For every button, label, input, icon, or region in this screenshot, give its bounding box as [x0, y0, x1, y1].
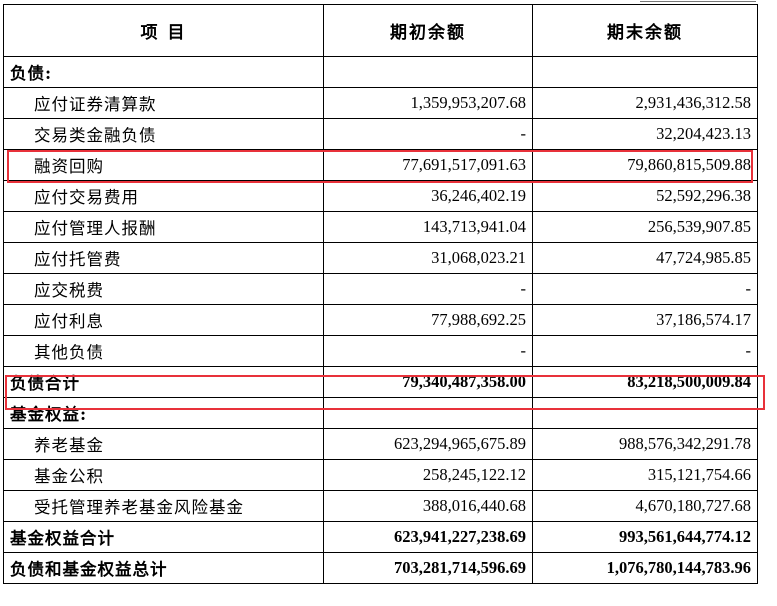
row-label: 应付管理人报酬	[3, 211, 324, 243]
table-row: 应付管理人报酬 143,713,941.04 256,539,907.85	[3, 211, 758, 243]
row-label: 其他负债	[3, 335, 324, 367]
row-end: 83,218,500,009.84	[532, 366, 758, 398]
cropped-header-remnant	[640, 0, 756, 4]
row-label: 负债和基金权益总计	[3, 552, 324, 584]
row-begin: 258,245,122.12	[323, 459, 533, 491]
table-row: 基金权益:	[3, 397, 758, 429]
row-label: 养老基金	[3, 428, 324, 460]
row-begin: 388,016,440.68	[323, 490, 533, 522]
row-begin: 36,246,402.19	[323, 180, 533, 212]
row-begin	[323, 397, 533, 429]
table-row: 其他负债 - -	[3, 335, 758, 367]
table-row: 负债:	[3, 56, 758, 88]
table-row: 应付利息 77,988,692.25 37,186,574.17	[3, 304, 758, 336]
row-label: 基金公积	[3, 459, 324, 491]
table-row: 基金公积 258,245,122.12 315,121,754.66	[3, 459, 758, 491]
row-label: 应交税费	[3, 273, 324, 305]
header-begin-balance: 期初余额	[323, 4, 533, 57]
table-row: 应付托管费 31,068,023.21 47,724,985.85	[3, 242, 758, 274]
table-row: 交易类金融负债 - 32,204,423.13	[3, 118, 758, 150]
table-row: 受托管理养老基金风险基金 388,016,440.68 4,670,180,72…	[3, 490, 758, 522]
row-begin: -	[323, 273, 533, 305]
row-end	[532, 397, 758, 429]
row-label: 基金权益:	[3, 397, 324, 429]
row-begin: 703,281,714,596.69	[323, 552, 533, 584]
row-label: 应付证券清算款	[3, 87, 324, 119]
row-end: -	[532, 273, 758, 305]
row-end: 52,592,296.38	[532, 180, 758, 212]
row-begin: 77,988,692.25	[323, 304, 533, 336]
table-row: 养老基金 623,294,965,675.89 988,576,342,291.…	[3, 428, 758, 460]
row-begin	[323, 56, 533, 88]
row-begin: -	[323, 118, 533, 150]
row-begin: 143,713,941.04	[323, 211, 533, 243]
row-begin: 623,294,965,675.89	[323, 428, 533, 460]
table-row-total: 基金权益合计 623,941,227,238.69 993,561,644,77…	[3, 521, 758, 553]
row-end: 37,186,574.17	[532, 304, 758, 336]
row-end: 993,561,644,774.12	[532, 521, 758, 553]
row-label: 应付利息	[3, 304, 324, 336]
table-row: 融资回购 77,691,517,091.63 79,860,815,509.88	[3, 149, 758, 181]
row-label: 受托管理养老基金风险基金	[3, 490, 324, 522]
row-label: 应付交易费用	[3, 180, 324, 212]
row-label: 负债:	[3, 56, 324, 88]
row-end: 4,670,180,727.68	[532, 490, 758, 522]
row-end: 47,724,985.85	[532, 242, 758, 274]
row-end: 256,539,907.85	[532, 211, 758, 243]
row-begin: 1,359,953,207.68	[323, 87, 533, 119]
table-row-total: 负债合计 79,340,487,358.00 83,218,500,009.84	[3, 366, 758, 398]
row-begin: 31,068,023.21	[323, 242, 533, 274]
row-begin: 77,691,517,091.63	[323, 149, 533, 181]
table-row: 应交税费 - -	[3, 273, 758, 305]
row-end: 315,121,754.66	[532, 459, 758, 491]
header-end-balance: 期末余额	[532, 4, 758, 57]
balance-table: 项 目 期初余额 期末余额 负债: 应付证券清算款 1,359,953,207.…	[3, 4, 758, 584]
row-end	[532, 56, 758, 88]
row-label: 负债合计	[3, 366, 324, 398]
row-end: 988,576,342,291.78	[532, 428, 758, 460]
table-row: 应付证券清算款 1,359,953,207.68 2,931,436,312.5…	[3, 87, 758, 119]
row-label: 基金权益合计	[3, 521, 324, 553]
row-end: -	[532, 335, 758, 367]
row-end: 2,931,436,312.58	[532, 87, 758, 119]
table-row: 应付交易费用 36,246,402.19 52,592,296.38	[3, 180, 758, 212]
row-end: 1,076,780,144,783.96	[532, 552, 758, 584]
row-begin: -	[323, 335, 533, 367]
row-begin: 79,340,487,358.00	[323, 366, 533, 398]
table-row-grand-total: 负债和基金权益总计 703,281,714,596.69 1,076,780,1…	[3, 552, 758, 584]
row-begin: 623,941,227,238.69	[323, 521, 533, 553]
row-label: 应付托管费	[3, 242, 324, 274]
table-header-row: 项 目 期初余额 期末余额	[3, 4, 758, 57]
header-item: 项 目	[3, 4, 324, 57]
row-label: 交易类金融负债	[3, 118, 324, 150]
row-end: 32,204,423.13	[532, 118, 758, 150]
row-label: 融资回购	[3, 149, 324, 181]
row-end: 79,860,815,509.88	[532, 149, 758, 181]
